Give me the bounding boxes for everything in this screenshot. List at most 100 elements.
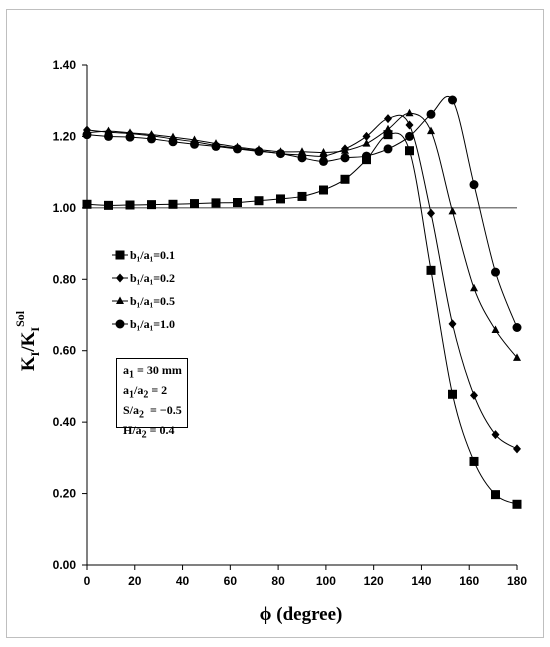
data-point bbox=[383, 130, 393, 140]
data-point bbox=[211, 198, 221, 208]
x-tick-label: 180 bbox=[507, 574, 527, 588]
legend-item: b₁/a₁=0.1 bbox=[112, 248, 175, 262]
data-point bbox=[491, 490, 500, 500]
x-tick-label: 0 bbox=[84, 574, 91, 588]
data-point bbox=[319, 156, 328, 166]
data-point bbox=[276, 149, 285, 159]
data-point bbox=[512, 499, 522, 509]
legend-marker bbox=[116, 296, 124, 304]
legend-label: b₁/a₁=0.2 bbox=[130, 271, 175, 285]
x-tick-label: 60 bbox=[224, 574, 238, 588]
legend-item: b₁/a₁=1.0 bbox=[112, 317, 175, 331]
data-point bbox=[82, 199, 92, 209]
data-point bbox=[340, 153, 350, 163]
data-point bbox=[513, 353, 521, 361]
series-line bbox=[86, 114, 518, 450]
data-point bbox=[168, 199, 178, 209]
data-point bbox=[125, 200, 135, 210]
x-tick-label: 120 bbox=[364, 574, 384, 588]
y-title-sub2: I bbox=[28, 327, 42, 332]
data-point bbox=[427, 126, 435, 135]
data-point bbox=[190, 139, 199, 149]
series-layer bbox=[82, 95, 522, 509]
data-point bbox=[426, 265, 436, 275]
data-point bbox=[147, 134, 156, 144]
data-point bbox=[82, 130, 92, 140]
x-tick-label: 80 bbox=[271, 574, 285, 588]
legend-marker bbox=[115, 250, 125, 260]
y-title-sub1: I bbox=[28, 351, 42, 356]
data-point bbox=[448, 95, 457, 105]
y-tick-label: 0.20 bbox=[53, 487, 77, 501]
series-square bbox=[82, 130, 522, 509]
data-point bbox=[233, 144, 242, 154]
data-point bbox=[384, 124, 392, 133]
data-point bbox=[190, 199, 199, 209]
data-point bbox=[341, 146, 349, 154]
y-axis-title: KI/KISol bbox=[13, 310, 42, 371]
legend: b₁/a₁=0.1 b₁/a₁=0.2 b₁/a₁=0.5 b₁/a₁=1.0 bbox=[112, 248, 175, 331]
param-a1: a1 = 30 mm bbox=[123, 363, 182, 381]
data-point bbox=[125, 132, 135, 142]
data-point bbox=[254, 196, 264, 206]
x-tick-label: 140 bbox=[411, 574, 431, 588]
y-tick-label: 0.60 bbox=[53, 344, 77, 358]
legend-label: b₁/a₁=0.5 bbox=[130, 294, 175, 308]
data-point bbox=[513, 444, 521, 454]
data-point bbox=[491, 430, 500, 440]
axes: 0.00 0.20 0.40 0.60 0.80 1.00 1.20 1.40 0 20 40 60 8… bbox=[53, 58, 528, 588]
y-tick-label: 0.40 bbox=[53, 415, 77, 429]
data-point bbox=[427, 208, 435, 218]
data-point bbox=[426, 109, 436, 119]
legend-item: b₁/a₁=0.2 bbox=[112, 271, 175, 285]
x-tick-label: 100 bbox=[316, 574, 336, 588]
data-point bbox=[448, 389, 457, 399]
data-point bbox=[104, 131, 113, 141]
data-point bbox=[340, 174, 350, 184]
y-title-sup: Sol bbox=[13, 310, 27, 327]
legend-label: b₁/a₁=1.0 bbox=[130, 317, 175, 331]
series-line bbox=[86, 132, 518, 505]
y-tick-label: 0.80 bbox=[53, 272, 77, 286]
data-point bbox=[104, 126, 113, 135]
parameters-box: a1 = 30 mm a1/a2 = 2 S/a2 = −0.5 H/a2 = … bbox=[116, 358, 188, 440]
data-point bbox=[104, 200, 113, 210]
data-point bbox=[448, 319, 457, 329]
y-tick-label: 1.00 bbox=[53, 201, 77, 215]
x-axis-title: ϕ (degree) bbox=[260, 604, 343, 625]
data-point bbox=[298, 147, 306, 155]
data-point bbox=[469, 180, 479, 190]
data-point bbox=[512, 323, 522, 332]
data-point bbox=[405, 146, 414, 156]
param-a1-a2: a1/a2 = 2 bbox=[123, 382, 168, 401]
data-point bbox=[297, 191, 307, 201]
data-point bbox=[362, 151, 371, 161]
series-circle bbox=[82, 95, 522, 332]
data-point bbox=[470, 390, 478, 400]
data-point bbox=[384, 114, 392, 124]
y-title-slash: /K bbox=[18, 331, 39, 352]
data-point bbox=[297, 153, 307, 163]
y-tick-label: 1.40 bbox=[53, 58, 77, 72]
data-point bbox=[405, 108, 414, 117]
data-point bbox=[147, 200, 156, 210]
x-tick-label: 20 bbox=[128, 574, 142, 588]
data-point bbox=[362, 139, 371, 147]
chart-frame bbox=[6, 9, 544, 638]
legend-label: b₁/a₁=0.1 bbox=[130, 248, 175, 262]
x-tick-label: 40 bbox=[176, 574, 190, 588]
data-point bbox=[470, 283, 478, 292]
legend-item: b₁/a₁=0.5 bbox=[112, 294, 175, 308]
y-title-main: K bbox=[18, 356, 39, 371]
data-point bbox=[362, 131, 371, 141]
param-h-a2: H/a2 = 0.4 bbox=[123, 422, 175, 441]
param-s-a2: S/a2 = −0.5 bbox=[123, 402, 182, 421]
data-point bbox=[491, 325, 500, 333]
data-point bbox=[319, 148, 328, 156]
svg-text:KI/KISol: KI/KISol bbox=[13, 310, 42, 371]
data-point bbox=[469, 456, 479, 466]
legend-marker bbox=[115, 319, 125, 329]
data-point bbox=[276, 194, 285, 204]
data-point bbox=[211, 141, 221, 151]
